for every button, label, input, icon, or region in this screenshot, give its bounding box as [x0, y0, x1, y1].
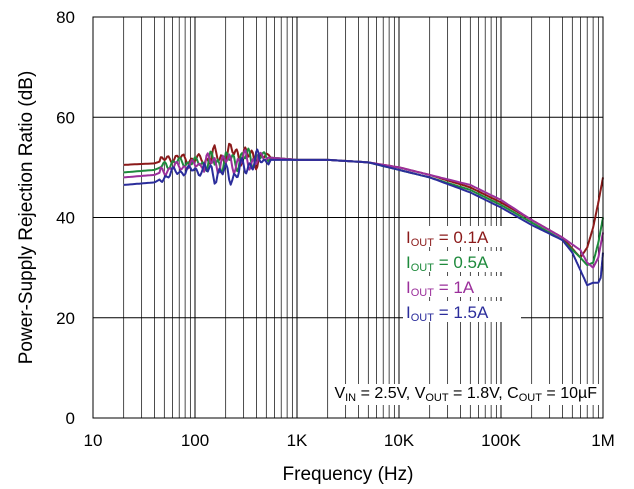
y-tick-label: 0 — [66, 409, 75, 428]
legend-entry-background — [403, 251, 521, 272]
x-axis-label: Frequency (Hz) — [283, 464, 414, 485]
series-layer — [123, 142, 604, 287]
x-tick-label: 100 — [181, 431, 209, 450]
x-tick-label: 10K — [384, 431, 415, 450]
y-tick-label: 60 — [56, 108, 75, 127]
x-tick-labels: 10 100 1K 10K 100K 1M — [84, 431, 615, 450]
plot-frame — [92, 16, 604, 419]
x-tick-label: 1K — [287, 431, 308, 450]
legend-entry-3: IOUT = 1A — [406, 278, 475, 299]
legend-entry-1: IOUT = 0.1A — [406, 228, 489, 249]
test-conditions-annotation: VIN = 2.5V, VOUT = 1.8V, COUT = 10µF — [334, 385, 597, 404]
y-tick-label: 40 — [56, 209, 75, 228]
legend-entry-2: IOUT = 0.5A — [406, 253, 489, 274]
x-tick-label: 100K — [481, 431, 521, 450]
x-tick-label: 1M — [591, 431, 615, 450]
legend-entry-4: IOUT = 1.5A — [406, 303, 489, 324]
x-tick-label: 10 — [84, 431, 103, 450]
legend: IOUT = 0.1A IOUT = 0.5A IOUT = 1A IOUT = 1.… — [403, 226, 521, 324]
legend-entry-background — [403, 226, 521, 247]
series-line-3 — [123, 149, 604, 269]
y-tick-label: 80 — [56, 8, 75, 27]
legend-entry-background — [403, 301, 521, 322]
y-tick-label: 20 — [56, 309, 75, 328]
conditions-background — [331, 384, 601, 405]
legend-entry-background — [403, 276, 521, 297]
y-axis-label: Power-Supply Rejection Ratio (dB) — [16, 71, 37, 365]
series-line-4 — [123, 148, 604, 287]
y-tick-labels: 0 20 40 60 80 — [56, 8, 75, 428]
